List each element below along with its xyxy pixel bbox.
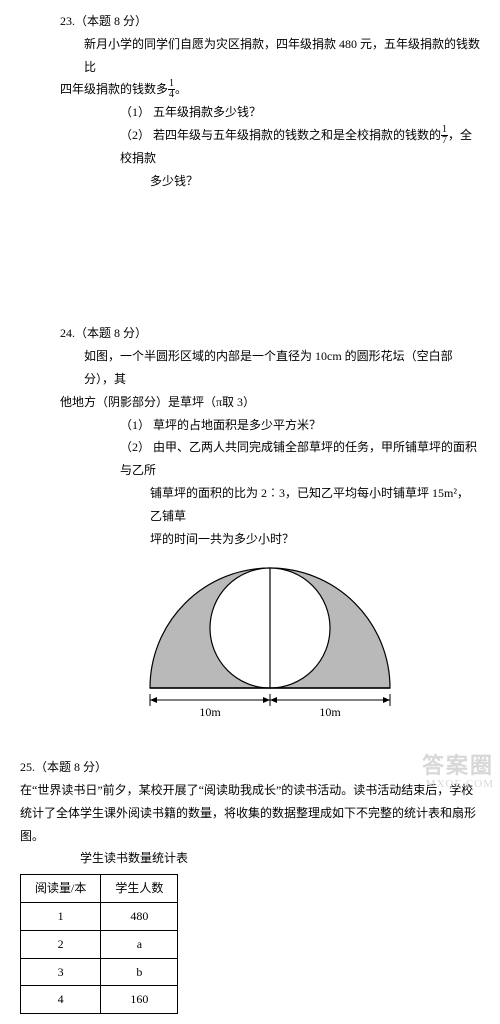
cell: b <box>101 958 178 986</box>
cell: 2 <box>21 930 101 958</box>
th-col2: 学生人数 <box>101 875 178 903</box>
q25-table-title: 学生读书数量统计表 <box>80 847 480 870</box>
cell: 3 <box>21 958 101 986</box>
q23-frac2: 17 <box>441 125 448 146</box>
cell: 4 <box>21 986 101 1014</box>
q25-header: 25.（本题 8 分） <box>20 756 480 779</box>
q23-header: 23.（本题 8 分） <box>60 10 480 33</box>
cell: 480 <box>101 902 178 930</box>
q23-sub2a: （2） 若四年级与五年级捐款的钱数之和是全校捐款的钱数的 <box>120 128 441 142</box>
q24-line1: 如图，一个半圆形区域的内部是一个直径为 10cm 的圆形花坛（空白部分），其 <box>84 345 480 391</box>
cell: 160 <box>101 986 178 1014</box>
q25-line2: 统计了全体学生课外阅读书籍的数量，将收集的数据整理成如下不完整的统计表和扇形图。 <box>20 802 480 848</box>
q25-line1: 在“世界读书日”前夕，某校开展了“阅读助我成长”的读书活动。读书活动结束后，学校 <box>20 779 480 802</box>
q24-header: 24.（本题 8 分） <box>60 322 480 345</box>
q23-sub1: （1） 五年级捐款多少钱？ <box>120 101 480 124</box>
svg-text:10m: 10m <box>319 705 341 719</box>
q24-sub2a: （2） 由甲、乙两人共同完成铺全部草坪的任务，甲所铺草坪的面积与乙所 <box>120 436 480 482</box>
table-header-row: 阅读量/本 学生人数 <box>21 875 178 903</box>
table-row: 2 a <box>21 930 178 958</box>
table-row: 3 b <box>21 958 178 986</box>
th-col1: 阅读量/本 <box>21 875 101 903</box>
q24-sub2c: 坪的时间一共为多少小时？ <box>150 528 480 551</box>
cell: a <box>101 930 178 958</box>
cell: 1 <box>21 902 101 930</box>
q24-line2: 他地方（阴影部分）是草坪（π取 3） <box>60 391 480 414</box>
q23-line1: 新月小学的同学们自愿为灾区捐款，四年级捐款 480 元，五年级捐款的钱数比 <box>84 37 480 74</box>
q23-sub2c: 多少钱？ <box>150 170 480 193</box>
q24-sub2b: 铺草坪的面积的比为 2︰3，已知乙平均每小时铺草坪 15m²，乙铺草 <box>150 482 480 528</box>
table-row: 4 160 <box>21 986 178 1014</box>
q24-diagram: 10m 10m <box>60 558 480 736</box>
q25-table: 阅读量/本 学生人数 1 480 2 a 3 b 4 160 <box>20 874 178 1014</box>
svg-text:10m: 10m <box>199 705 221 719</box>
table-row: 1 480 <box>21 902 178 930</box>
q24-sub1: （1） 草坪的占地面积是多少平方米？ <box>120 414 480 437</box>
q23-frac1: 14 <box>168 79 175 100</box>
q23-period: 。 <box>175 82 187 96</box>
q23-line2a: 四年级捐款的钱数多 <box>60 82 168 96</box>
